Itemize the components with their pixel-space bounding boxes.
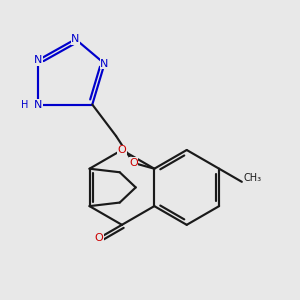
Text: N: N [100, 58, 109, 69]
Text: CH₃: CH₃ [244, 172, 262, 183]
Text: O: O [118, 145, 126, 155]
Text: O: O [95, 233, 103, 243]
Text: H: H [21, 100, 28, 110]
Text: N: N [34, 100, 42, 110]
Text: O: O [129, 158, 138, 168]
Text: N: N [34, 55, 42, 65]
Text: N: N [71, 34, 80, 44]
